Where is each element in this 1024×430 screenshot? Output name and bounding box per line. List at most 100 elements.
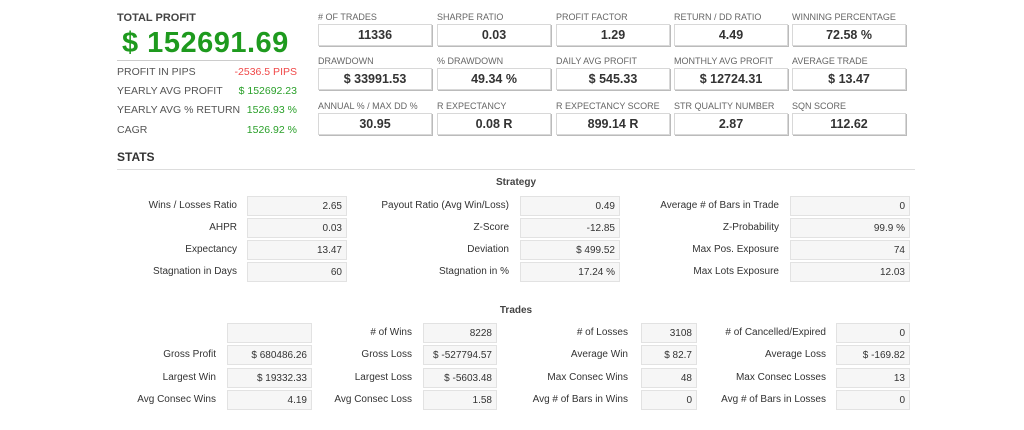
total-profit-value: $ 152691.69 — [122, 27, 289, 59]
metric-label: ANNUAL % / MAX DD % — [318, 101, 418, 111]
summary-label: YEARLY AVG PROFIT — [117, 85, 223, 97]
metric-label: % DRAWDOWN — [437, 56, 504, 66]
metric-value: $ 33991.53 — [318, 68, 432, 90]
summary-row: YEARLY AVG PROFIT $ 152692.23 — [117, 85, 297, 97]
cell-label: Average # of Bars in Trade — [660, 200, 779, 211]
cell-label: Payout Ratio (Avg Win/Loss) — [381, 200, 509, 211]
metric-label: R EXPECTANCY SCORE — [556, 101, 660, 111]
cell-value: $ 680486.26 — [227, 345, 312, 365]
cell-value: 48 — [641, 368, 697, 388]
cell-label: Z-Score — [473, 222, 509, 233]
cell-value: 3108 — [641, 323, 697, 343]
cell-label: Avg Consec Wins — [137, 394, 216, 405]
metric-label: STR QUALITY NUMBER — [674, 101, 775, 111]
cell-value: 0 — [790, 196, 910, 216]
metric-label: WINNING PERCENTAGE — [792, 12, 896, 22]
cell-value: -12.85 — [520, 218, 620, 238]
cell-label: Max Pos. Exposure — [692, 244, 779, 255]
cell-value: 2.65 — [247, 196, 347, 216]
summary-label: CAGR — [117, 124, 148, 136]
summary-row: PROFIT IN PIPS -2536.5 PIPS — [117, 66, 297, 78]
metric-value: 4.49 — [674, 24, 788, 46]
cell-label: Stagnation in Days — [153, 266, 237, 277]
cell-value: $ 499.52 — [520, 240, 620, 260]
metric-value: $ 13.47 — [792, 68, 906, 90]
trades-heading: Trades — [499, 305, 533, 316]
metric-card: SQN SCORE 112.62 — [792, 101, 906, 135]
metric-card: DRAWDOWN $ 33991.53 — [318, 56, 432, 90]
metric-card: DAILY AVG PROFIT $ 545.33 — [556, 56, 670, 90]
cell-label: Avg # of Bars in Losses — [721, 394, 826, 405]
cell-value: 99.9 % — [790, 218, 910, 238]
cell-value: $ 19332.33 — [227, 368, 312, 388]
cell-label: Gross Profit — [163, 349, 216, 360]
summary-value: -2536.5 PIPS — [234, 66, 297, 78]
cell-value — [227, 323, 312, 343]
cell-value: 4.19 — [227, 390, 312, 410]
metric-value: 0.08 R — [437, 113, 551, 135]
cell-label: Z-Probability — [722, 222, 779, 233]
cell-label: Largest Win — [162, 372, 216, 383]
metric-label: MONTHLY AVG PROFIT — [674, 56, 774, 66]
cell-label: Avg # of Bars in Wins — [532, 394, 628, 405]
cell-value: 8228 — [423, 323, 497, 343]
cell-value: 74 — [790, 240, 910, 260]
metric-value: 0.03 — [437, 24, 551, 46]
summary-value: 1526.92 % — [246, 124, 297, 136]
cell-value: 12.03 — [790, 262, 910, 282]
metric-label: R EXPECTANCY — [437, 101, 507, 111]
cell-value: 0 — [836, 390, 910, 410]
metric-label: AVERAGE TRADE — [792, 56, 868, 66]
cell-value: 0 — [836, 323, 910, 343]
cell-label: Max Lots Exposure — [693, 266, 779, 277]
cell-label: Max Consec Wins — [547, 372, 628, 383]
stats-heading: STATS — [117, 150, 155, 164]
metric-label: SQN SCORE — [792, 101, 847, 111]
metric-card: PROFIT FACTOR 1.29 — [556, 12, 670, 46]
metric-card: R EXPECTANCY 0.08 R — [437, 101, 551, 135]
summary-value: 1526.93 % — [246, 104, 297, 116]
cell-label: Average Loss — [765, 349, 826, 360]
metric-label: DRAWDOWN — [318, 56, 374, 66]
metric-card: R EXPECTANCY SCORE 899.14 R — [556, 101, 670, 135]
cell-label: Stagnation in % — [438, 266, 509, 277]
metric-card: AVERAGE TRADE $ 13.47 — [792, 56, 906, 90]
cell-label: Avg Consec Loss — [334, 394, 412, 405]
metric-value: 11336 — [318, 24, 432, 46]
summary-row: YEARLY AVG % RETURN 1526.93 % — [117, 104, 297, 116]
cell-label: # of Wins — [370, 327, 412, 338]
cell-value: 0.03 — [247, 218, 347, 238]
metric-card: WINNING PERCENTAGE 72.58 % — [792, 12, 906, 46]
metric-label: RETURN / DD RATIO — [674, 12, 762, 22]
metric-label: SHARPE RATIO — [437, 12, 504, 22]
cell-value: 0.49 — [520, 196, 620, 216]
summary-label: YEARLY AVG % RETURN — [117, 104, 241, 116]
cell-label: Gross Loss — [361, 349, 412, 360]
metric-value: 112.62 — [792, 113, 906, 135]
cell-label: AHPR — [209, 222, 237, 233]
metric-value: 72.58 % — [792, 24, 906, 46]
cell-value: 0 — [641, 390, 697, 410]
cell-value: $ 82.7 — [641, 345, 697, 365]
cell-value: 13 — [836, 368, 910, 388]
metric-card: MONTHLY AVG PROFIT $ 12724.31 — [674, 56, 788, 90]
metric-value: 30.95 — [318, 113, 432, 135]
cell-value: 60 — [247, 262, 347, 282]
cell-value: 17.24 % — [520, 262, 620, 282]
divider — [117, 60, 290, 61]
metric-label: DAILY AVG PROFIT — [556, 56, 638, 66]
metric-card: RETURN / DD RATIO 4.49 — [674, 12, 788, 46]
metric-card: # OF TRADES 11336 — [318, 12, 432, 46]
metric-card: ANNUAL % / MAX DD % 30.95 — [318, 101, 432, 135]
strategy-heading: Strategy — [495, 177, 536, 188]
metric-card: % DRAWDOWN 49.34 % — [437, 56, 551, 90]
metric-value: 49.34 % — [437, 68, 551, 90]
cell-label: Expectancy — [185, 244, 237, 255]
cell-label: Average Win — [570, 349, 628, 360]
divider — [117, 169, 915, 170]
summary-value: $ 152692.23 — [238, 85, 297, 97]
cell-value: $ -527794.57 — [423, 345, 497, 365]
metric-value: 2.87 — [674, 113, 788, 135]
cell-label: Wins / Losses Ratio — [148, 200, 237, 211]
metric-value: 899.14 R — [556, 113, 670, 135]
